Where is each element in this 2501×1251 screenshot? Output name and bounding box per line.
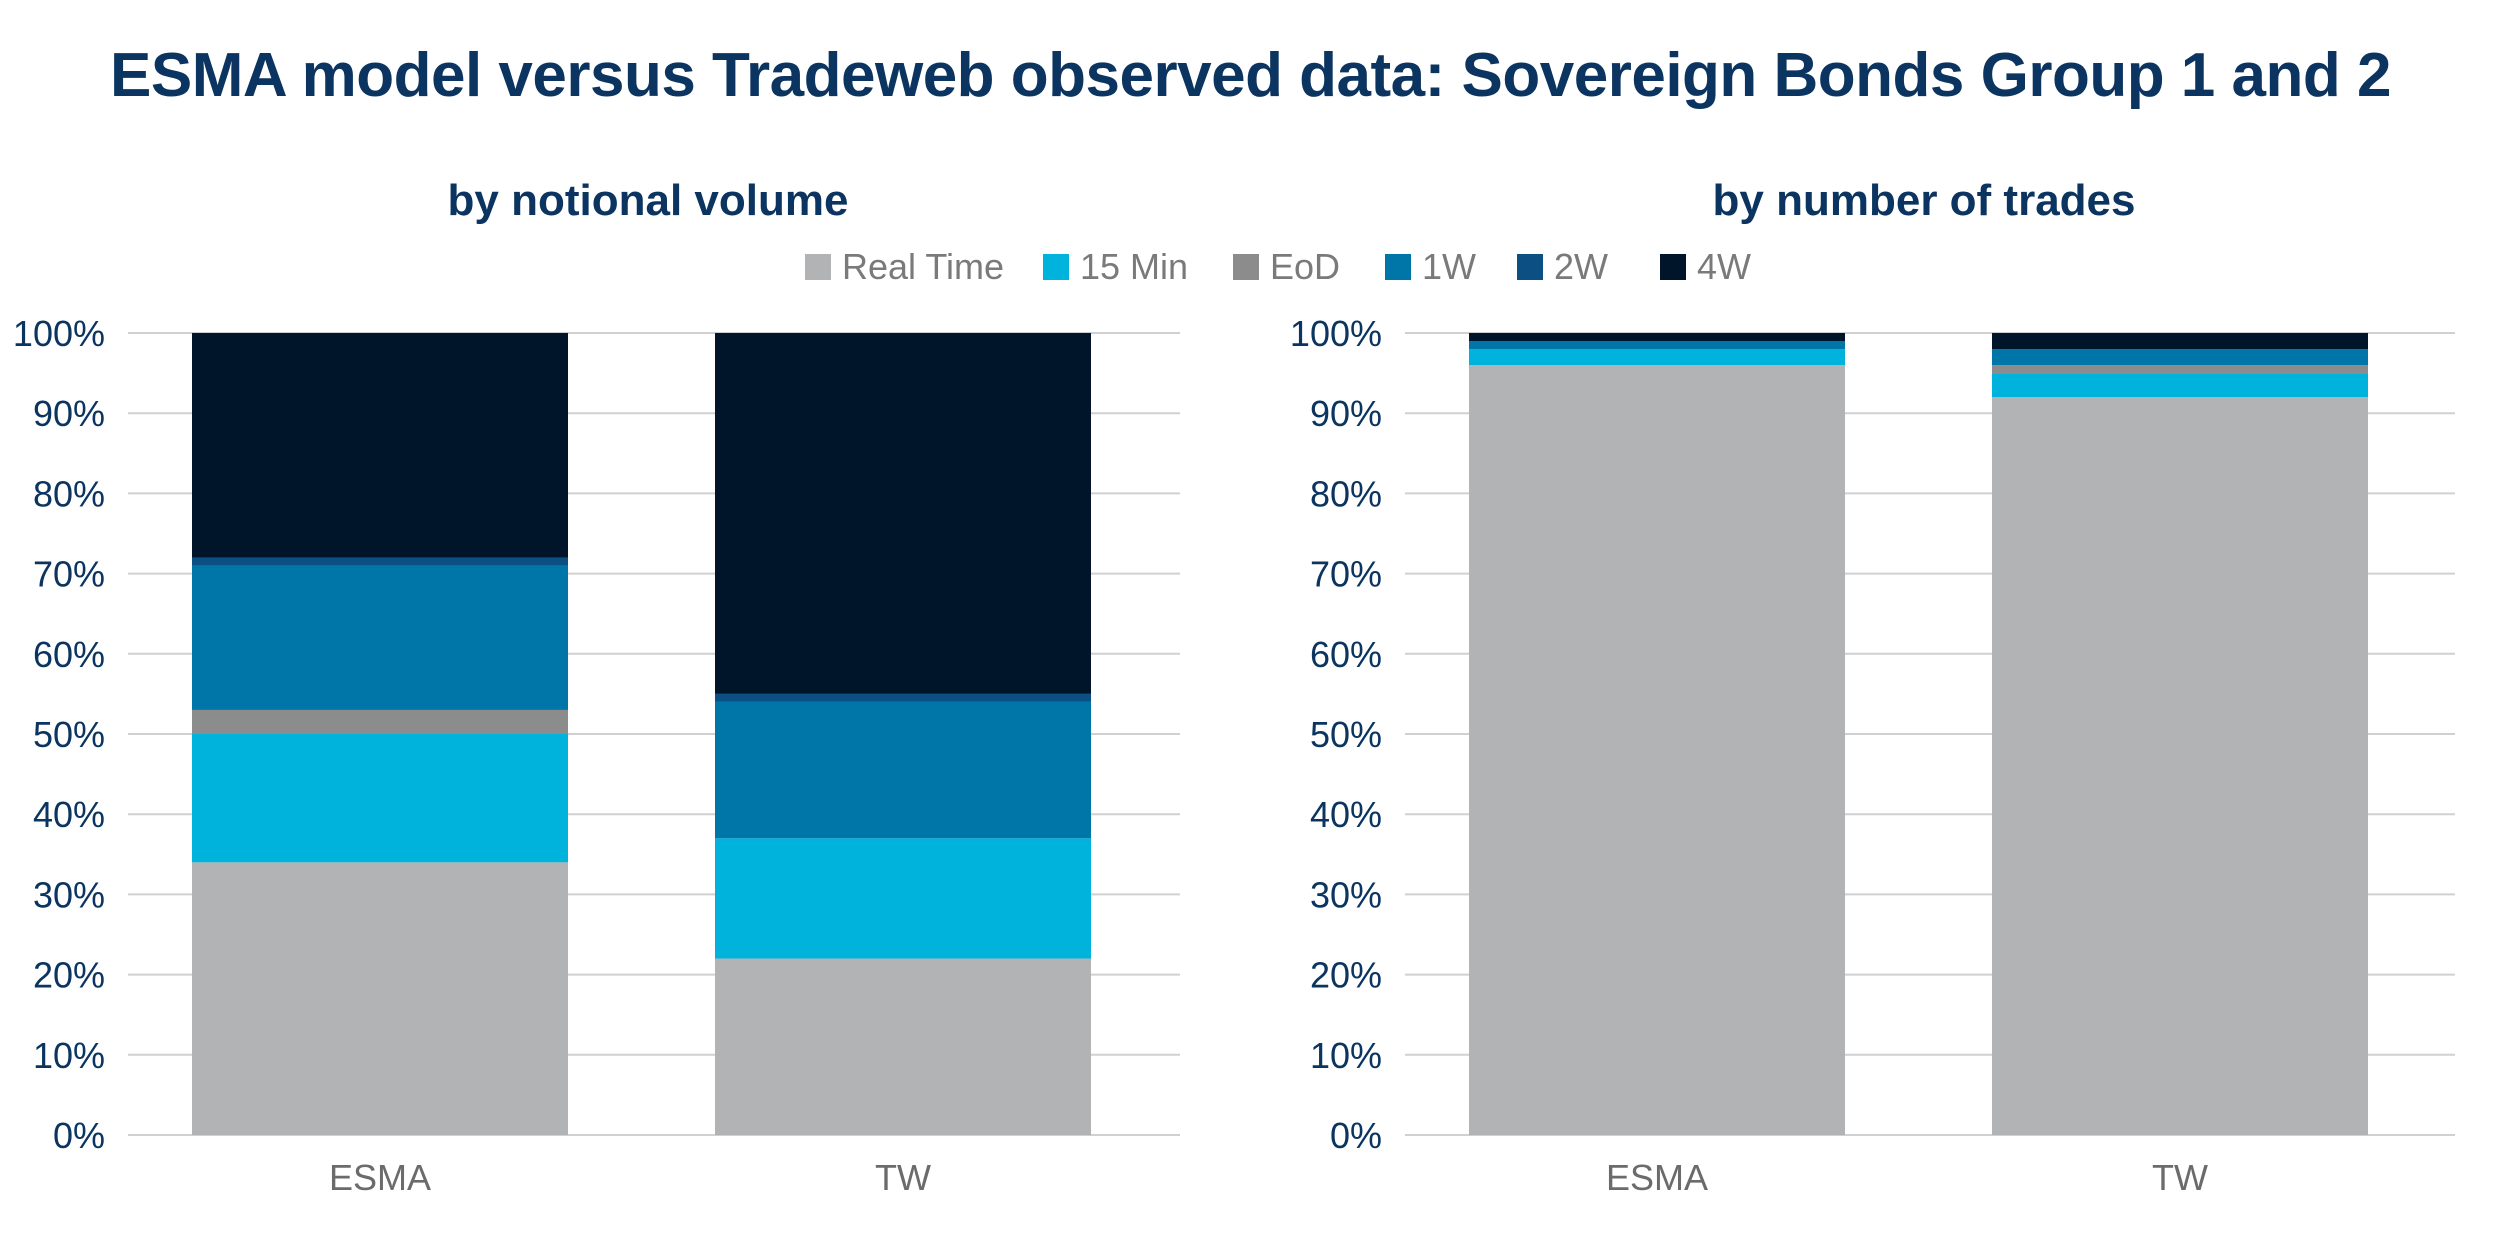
y-tick-label: 70% [1310, 554, 1382, 595]
legend-label-real-time: Real Time [842, 246, 1004, 287]
chart-notional-volume: by notional volume 0% 10% 20% 30% 40% 50% 60% 7… [13, 176, 1180, 1198]
legend-swatch-real-time [805, 254, 831, 280]
bar-segment-esma-real-time [1469, 365, 1845, 1136]
y-tick-label: 20% [33, 955, 105, 996]
legend-swatch-eod [1233, 254, 1259, 280]
x-category-label: ESMA [329, 1157, 431, 1198]
legend-label-2w: 2W [1554, 246, 1608, 287]
bar-segment-esma-15-min [192, 734, 568, 863]
bar-segment-esma-1w [192, 565, 568, 710]
bar-segment-tw-1w [715, 701, 1091, 839]
y-tick-label: 50% [1310, 714, 1382, 755]
legend: Real Time 15 Min EoD 1W 2W 4W [805, 246, 1751, 287]
legend-swatch-1w [1385, 254, 1411, 280]
y-tick-label: 10% [1310, 1035, 1382, 1076]
legend-label-eod: EoD [1270, 246, 1340, 287]
y-tick-label: 60% [33, 634, 105, 675]
y-tick-label: 30% [1310, 874, 1382, 915]
x-category-label: TW [2152, 1157, 2208, 1198]
legend-swatch-2w [1517, 254, 1543, 280]
y-tick-label: 20% [1310, 955, 1382, 996]
y-tick-label: 40% [33, 794, 105, 835]
x-category-label: TW [875, 1157, 931, 1198]
y-tick-label: 30% [33, 874, 105, 915]
y-tick-label: 0% [1330, 1115, 1382, 1156]
bar-segment-esma-15-min [1469, 349, 1845, 366]
bar-segment-tw-2w [715, 693, 1091, 702]
y-tick-label: 70% [33, 554, 105, 595]
bar-segment-tw-1w [1992, 349, 2368, 366]
y-tick-label: 80% [33, 473, 105, 514]
bar-segment-esma-real-time [192, 862, 568, 1135]
main-title: ESMA model versus Tradeweb observed data… [110, 41, 2391, 110]
bar-segment-tw-15-min [715, 838, 1091, 959]
legend-label-1w: 1W [1422, 246, 1476, 287]
legend-swatch-15-min [1043, 254, 1069, 280]
bar-segment-tw-4w [715, 333, 1091, 694]
y-tick-label: 10% [33, 1035, 105, 1076]
x-category-label: ESMA [1606, 1157, 1708, 1198]
legend-label-4w: 4W [1697, 246, 1751, 287]
chart-title-number-of-trades: by number of trades [1713, 176, 2136, 225]
y-tick-label: 90% [33, 393, 105, 434]
y-tick-label: 100% [13, 313, 105, 354]
chart-title-notional-volume: by notional volume [448, 176, 849, 225]
y-tick-label: 40% [1310, 794, 1382, 835]
bar-segment-esma-4w [1469, 333, 1845, 342]
bar-segment-tw-eod [1992, 365, 2368, 374]
bar-segment-esma-2w [192, 557, 568, 566]
bar-segment-tw-real-time [1992, 397, 2368, 1135]
bar-segment-tw-4w [1992, 333, 2368, 350]
bar-segment-esma-1w [1469, 341, 1845, 350]
y-tick-label: 60% [1310, 634, 1382, 675]
y-tick-label: 50% [33, 714, 105, 755]
y-tick-label: 0% [53, 1115, 105, 1156]
legend-label-15-min: 15 Min [1080, 246, 1188, 287]
y-tick-label: 80% [1310, 473, 1382, 514]
bar-segment-esma-eod [192, 709, 568, 734]
legend-swatch-4w [1660, 254, 1686, 280]
y-tick-label: 100% [1290, 313, 1382, 354]
bar-segment-tw-15-min [1992, 373, 2368, 398]
y-tick-label: 90% [1310, 393, 1382, 434]
bar-segment-tw-real-time [715, 958, 1091, 1135]
chart-number-of-trades: by number of trades 0% 10% 20% 30% 40% 50% 60%… [1290, 176, 2455, 1198]
bar-segment-esma-4w [192, 333, 568, 558]
